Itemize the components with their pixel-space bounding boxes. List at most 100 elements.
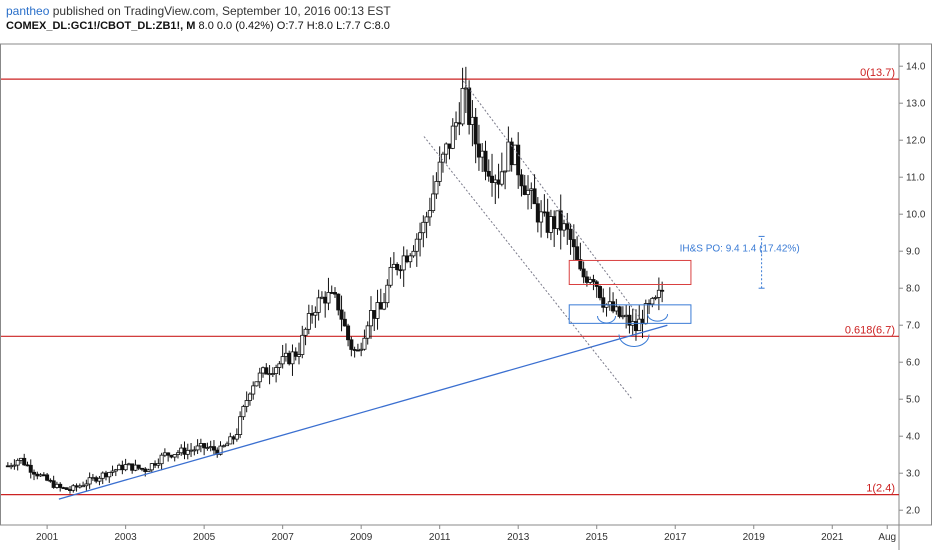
target-box[interactable]: [568, 259, 692, 286]
candle-body: [120, 464, 125, 471]
price-tick-label: 13.0: [906, 99, 926, 110]
candle-body: [342, 318, 347, 327]
candle-body: [153, 463, 158, 466]
candle-body: [414, 238, 419, 252]
candle-body: [51, 480, 56, 488]
candle-body: [48, 479, 53, 482]
publish-info: published on TradingView.com, September …: [49, 4, 391, 18]
candle-body: [297, 354, 302, 357]
candle-body: [637, 318, 642, 332]
candle-body: [359, 348, 364, 351]
candle-body: [447, 143, 452, 149]
drawings: IH&S PO: 9.4 1.4 (17.42%): [58, 80, 800, 500]
candle-body: [15, 459, 20, 466]
time-tick-label: 2013: [507, 532, 530, 543]
candle-body: [336, 293, 341, 311]
price-tick-label: 9.0: [906, 247, 920, 258]
candle-body: [437, 161, 442, 182]
candle-body: [421, 221, 426, 234]
candle-body: [231, 436, 236, 440]
candle-body: [198, 443, 203, 447]
time-tick-label: 2005: [193, 532, 216, 543]
price-tick-label: 11.0: [906, 173, 925, 184]
price-tick-label: 7.0: [906, 321, 920, 332]
candle-body: [378, 302, 383, 310]
time-tick-label: Aug: [878, 532, 896, 543]
head-arc: [618, 334, 650, 347]
candle-body: [110, 470, 115, 473]
candle-body: [316, 297, 321, 313]
candle-body: [133, 464, 138, 471]
chart-header: pantheo published on TradingView.com, Se…: [6, 4, 391, 34]
candle-body: [182, 447, 187, 455]
channel-upper-line[interactable]: [462, 80, 641, 319]
candle-body: [597, 286, 602, 299]
candle-body: [542, 211, 547, 214]
candle-body: [41, 474, 46, 477]
candle-body: [473, 116, 478, 145]
candle-body: [424, 216, 429, 223]
candle-body: [172, 454, 177, 458]
candle-body: [575, 246, 580, 260]
candle-body: [486, 170, 491, 177]
candle-body: [467, 87, 472, 125]
symbol-name: COMEX_DL:GC1!/CBOT_DL:ZB1!, M: [6, 20, 196, 32]
price-tick-label: 3.0: [906, 469, 920, 480]
candle-body: [9, 465, 14, 468]
left-shoulder-arc: [597, 315, 617, 324]
candle-body: [382, 302, 387, 310]
candle-body: [499, 171, 504, 185]
candle-body: [310, 313, 315, 316]
support-trendline[interactable]: [58, 324, 668, 500]
candle-body: [571, 239, 576, 248]
candle-body: [107, 472, 112, 478]
candle-body: [346, 325, 351, 341]
candle-body: [532, 188, 537, 205]
candle-body: [81, 485, 86, 488]
candle-body: [225, 443, 230, 447]
candle-body: [457, 122, 462, 125]
candle-body: [274, 367, 279, 374]
candle-body: [18, 457, 23, 461]
candle-body: [365, 325, 370, 339]
candle-body: [349, 339, 354, 350]
fib-label: 0.618(6.7): [845, 324, 895, 336]
candle-body: [179, 447, 184, 454]
candle-body: [300, 334, 305, 355]
price-tick-label: 4.0: [906, 432, 920, 443]
candle-body: [267, 373, 272, 376]
candle-body: [496, 179, 501, 185]
candle-body: [568, 228, 573, 240]
candle-body: [493, 179, 498, 183]
candle-body: [117, 464, 122, 471]
price-axis[interactable]: 2.0 3.0 4.0 5.0 6.0 7.0 8.0 9.0 10.0 11.0 12.0 13.0…: [899, 62, 926, 517]
candle-body: [444, 143, 449, 155]
time-axis[interactable]: 2001 2003 2005 2007 2009 2011 2013 2015 2017 2019…: [36, 525, 896, 543]
candle-body: [211, 446, 216, 451]
plot-border: [0, 43, 932, 526]
neckline-box[interactable]: [568, 304, 692, 324]
candle-body: [601, 297, 606, 308]
candle-body: [375, 302, 380, 319]
candle-body: [293, 351, 298, 357]
candle-body: [169, 454, 174, 458]
author-link[interactable]: pantheo: [6, 4, 50, 18]
candle-body: [22, 457, 27, 466]
candle-body: [303, 328, 308, 336]
candle-body: [529, 188, 534, 191]
time-tick-label: 2009: [350, 532, 373, 543]
candle-body: [218, 445, 223, 455]
chart-frame: [0, 43, 932, 550]
candle-body: [130, 463, 135, 471]
candle-body: [192, 449, 197, 452]
candle-body: [64, 487, 69, 490]
candle-body: [280, 356, 285, 365]
candle-body: [156, 463, 161, 466]
candle-body: [136, 464, 141, 469]
candle-body: [535, 203, 540, 223]
candle-body: [238, 416, 243, 435]
price-tick-label: 10.0: [906, 210, 926, 221]
candle-body: [578, 259, 583, 270]
candle-body: [77, 485, 82, 488]
